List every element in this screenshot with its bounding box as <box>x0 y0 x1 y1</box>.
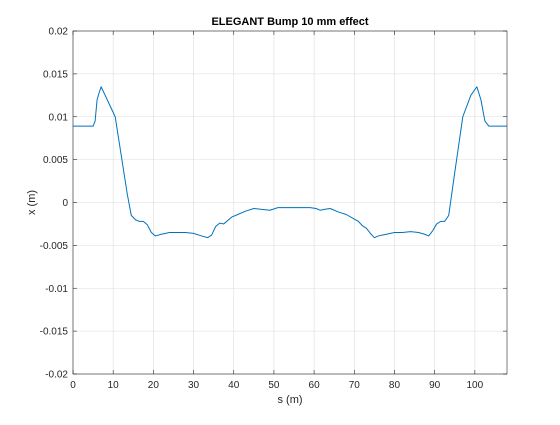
x-tick-label: 100 <box>467 380 484 391</box>
y-tick-label: -0.02 <box>45 370 68 381</box>
series-line <box>73 86 507 239</box>
y-tick-label: 0.015 <box>43 69 68 80</box>
x-tick-label: 70 <box>349 380 361 391</box>
y-tick-label: 0 <box>62 198 68 209</box>
y-tick-label: -0.005 <box>40 241 69 252</box>
chart-title: ELEGANT Bump 10 mm effect <box>211 16 368 28</box>
x-tick-label: 0 <box>70 380 76 391</box>
x-tick-label: 30 <box>188 380 200 391</box>
y-tick-label: -0.01 <box>45 284 68 295</box>
x-axis-label: s (m) <box>277 394 302 406</box>
y-tick-label: 0.01 <box>49 112 69 123</box>
x-tick-label: 10 <box>108 380 120 391</box>
y-tick-label: 0.02 <box>49 27 69 38</box>
x-tick-label: 80 <box>389 380 401 391</box>
y-tick-label: 0.005 <box>43 155 68 166</box>
x-tick-label: 50 <box>268 380 280 391</box>
y-axis-label: x (m) <box>26 190 38 215</box>
x-tick-label: 40 <box>228 380 240 391</box>
tick-marks <box>72 30 507 375</box>
x-tick-label: 20 <box>148 380 160 391</box>
x-tick-label: 60 <box>309 380 321 391</box>
series-layer <box>73 86 507 239</box>
x-tick-labels: 0 10 20 30 40 50 60 70 80 90 100 <box>70 380 483 391</box>
y-tick-labels: 0.02 0.015 0.01 0.005 0 -0.005 -0.01 -0.015 -0.0… <box>40 27 69 381</box>
y-tick-label: -0.015 <box>40 327 69 338</box>
x-tick-label: 90 <box>429 380 441 391</box>
